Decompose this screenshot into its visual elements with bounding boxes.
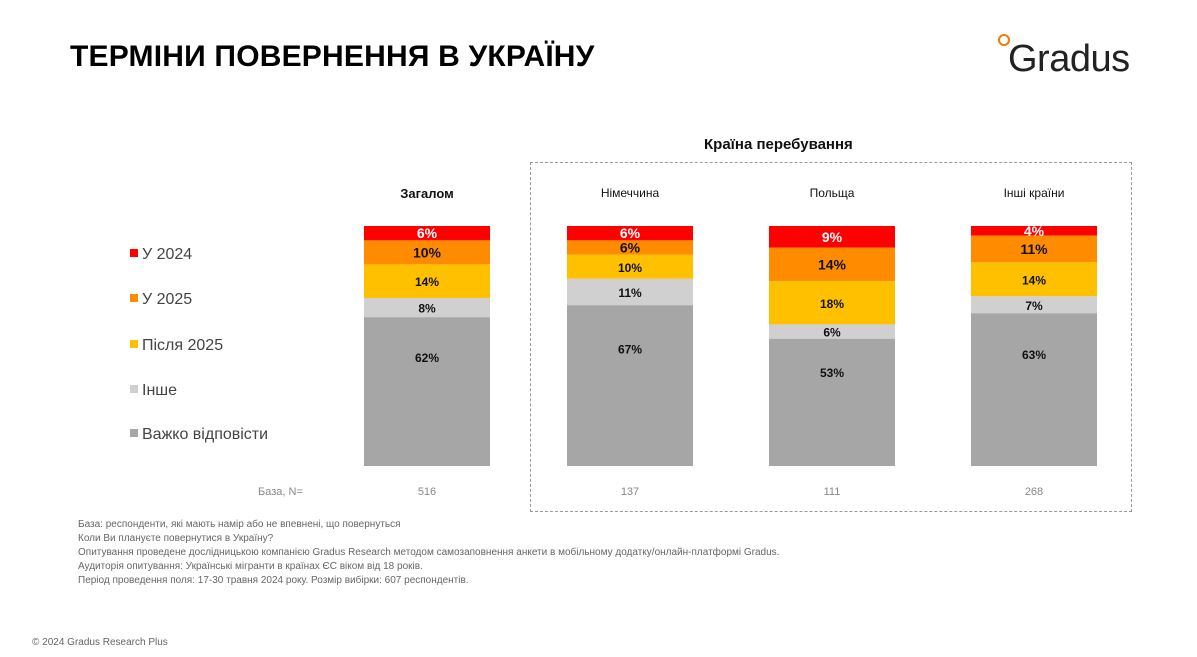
legend-swatch-after-2025 [130,340,138,348]
bar-segment-poland-after-2025 [769,281,895,325]
data-label-overall-2024: 6% [417,225,438,241]
data-label-other-countries-hard-to-say: 63% [1022,348,1046,362]
data-label-germany-after-2025: 10% [618,261,642,275]
data-label-other-countries-after-2025: 14% [1022,273,1046,287]
data-label-poland-2024: 9% [822,229,843,245]
legend-swatch-other [130,385,138,393]
base-value-germany: 137 [620,486,640,498]
data-label-poland-2025: 14% [818,256,847,272]
bar-segment-other-countries-hard-to-say [971,313,1097,466]
data-label-germany-2024: 6% [620,225,641,241]
category-label-other-countries: Інші країни [1003,186,1065,200]
note-base: База: респонденти, які мають намір або н… [78,519,401,530]
survey-notes: База: респонденти, які мають намір або н… [78,518,779,588]
data-label-other-countries-2025: 11% [1020,241,1048,257]
category-label-poland: Польща [809,186,855,200]
bar-segment-overall-2024 [364,226,490,241]
legend-item-2024: У 2024 [130,246,192,264]
note-question: Коли Ви плануєте повернутися в Україну? [78,533,274,544]
bar-segment-poland-hard-to-say [769,338,895,466]
bar-segment-other-countries-2025 [971,235,1097,263]
bar-segment-germany-2024 [567,226,693,241]
data-label-poland-other: 6% [823,326,841,340]
bar-segment-other-countries-2024 [971,226,1097,236]
copyright: © 2024 Gradus Research Plus [32,637,168,648]
legend-item-other: Інше [130,382,177,400]
legend-label: Інше [142,382,178,399]
data-label-overall-hard-to-say: 62% [415,351,439,365]
bar-segment-poland-2024 [769,226,895,248]
data-label-germany-2025: 6% [620,240,641,256]
data-label-overall-after-2025: 14% [415,275,439,289]
legend-label: Важко відповісти [142,426,269,443]
legend-label: У 2025 [142,291,193,308]
bar-segment-germany-2025 [567,240,693,255]
country-group-box [530,162,1132,512]
legend-label: У 2024 [142,246,193,263]
legend-label: Після 2025 [142,337,224,354]
bar-segment-other-countries-other [971,296,1097,314]
category-label-germany: Німеччина [600,186,660,200]
bar-segment-germany-other [567,278,693,306]
gradus-logo: Gradus [998,28,1158,88]
logo-circle-icon [998,34,1010,46]
bar-segment-overall-hard-to-say [364,317,490,466]
note-audience: Аудиторія опитування: Українські мігрант… [78,561,423,572]
data-label-poland-hard-to-say: 53% [820,366,844,380]
data-label-overall-2025: 10% [413,244,442,260]
data-label-other-countries-2024: 4% [1024,223,1045,239]
base-label: База, N= [258,486,303,498]
base-value-poland: 111 [823,486,841,498]
data-label-other-countries-other: 7% [1025,299,1043,313]
country-group-title: Країна перебування [704,136,853,153]
legend-swatch-2025 [130,294,138,302]
base-value-other-countries: 268 [1024,486,1044,498]
bar-segment-germany-after-2025 [567,254,693,279]
bar-segment-other-countries-after-2025 [971,262,1097,297]
legend-swatch-hard-to-say [130,429,138,437]
legend-swatch-2024 [130,249,138,257]
note-method: Опитування проведене дослідницькою компа… [78,547,780,558]
note-period: Період проведення поля: 17-30 травня 202… [78,575,469,586]
bar-segment-poland-other [769,324,895,339]
legend-item-after-2025: Після 2025 [130,337,223,355]
base-value-overall: 516 [417,486,437,498]
page-title: ТЕРМІНИ ПОВЕРНЕННЯ В УКРАЇНУ [70,40,595,73]
legend-item-2025: У 2025 [130,291,192,309]
bar-segment-germany-hard-to-say [567,305,693,466]
legend-item-hard-to-say: Важко відповісти [130,426,268,444]
bar-segment-overall-after-2025 [364,264,490,298]
logo-text: Gradus [1008,38,1130,80]
bar-segment-overall-other [364,298,490,318]
bar-segment-poland-2025 [769,247,895,282]
data-label-germany-other: 11% [618,286,642,300]
category-label-overall: Загалом [400,186,454,201]
data-label-overall-other: 8% [418,302,436,316]
data-label-germany-hard-to-say: 67% [618,342,642,356]
data-label-poland-after-2025: 18% [820,297,844,311]
bar-segment-overall-2025 [364,240,490,265]
